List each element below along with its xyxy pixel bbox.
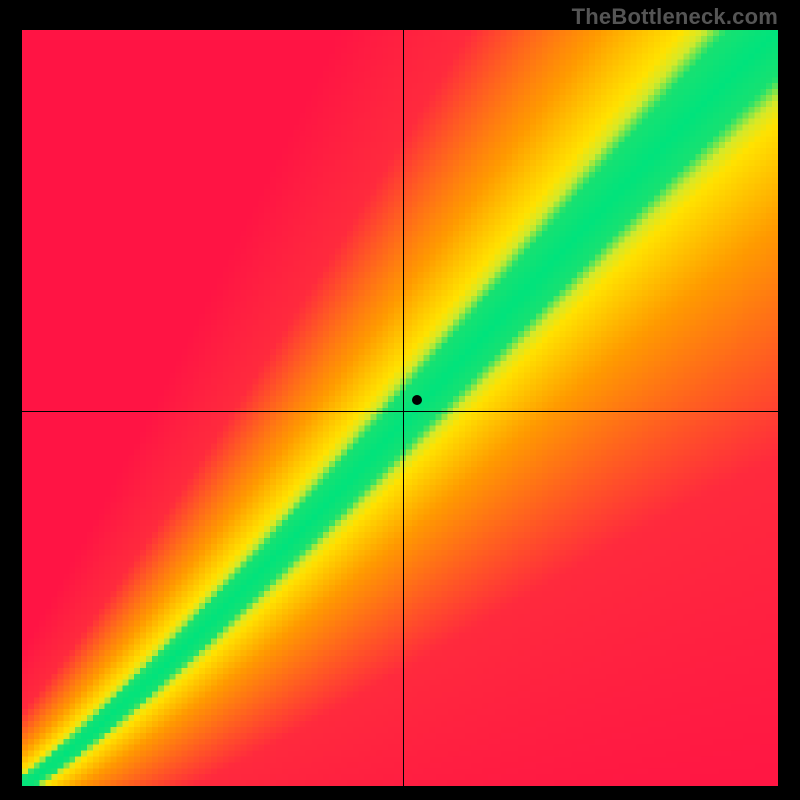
chart-frame: TheBottleneck.com xyxy=(0,0,800,800)
bottleneck-heatmap xyxy=(22,30,778,786)
crosshair-vertical xyxy=(403,30,404,786)
crosshair-horizontal xyxy=(22,411,778,412)
selected-point-marker xyxy=(412,395,422,405)
watermark-text: TheBottleneck.com xyxy=(572,4,778,30)
